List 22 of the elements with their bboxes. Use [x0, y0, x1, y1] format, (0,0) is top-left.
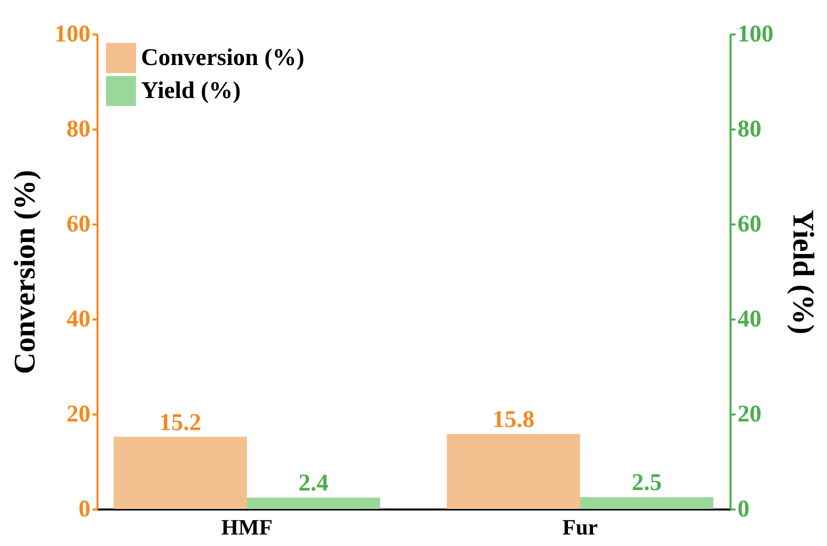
y2-tick-label: 0: [738, 496, 750, 522]
data-label: 2.5: [632, 470, 662, 496]
y2-tick-label: 80: [738, 116, 762, 142]
y2-tick-label: 60: [738, 212, 762, 238]
data-label: 15.2: [159, 410, 202, 436]
legend-label: Yield (%): [141, 78, 241, 104]
y2-axis-title: Yield (%): [786, 210, 820, 334]
y2-tick-label: 100: [738, 22, 774, 48]
data-label: 2.4: [298, 470, 329, 497]
y-axis-title: Conversion (%): [8, 170, 42, 374]
x-tick-label: Fur: [562, 514, 598, 540]
x-tick-label: HMF: [221, 514, 273, 540]
y2-tick-label: 20: [738, 402, 762, 428]
y-tick-label: 60: [66, 212, 90, 238]
data-label: 15.8: [492, 406, 534, 433]
y2-tick-label: 40: [738, 306, 762, 332]
y-tick-label: 80: [66, 116, 90, 142]
y-tick-label: 100: [54, 22, 90, 48]
y-tick-label: 20: [66, 402, 90, 428]
legend-label: Conversion (%): [141, 45, 304, 71]
y-tick-label: 40: [66, 306, 90, 332]
y-tick-label: 0: [78, 496, 90, 522]
